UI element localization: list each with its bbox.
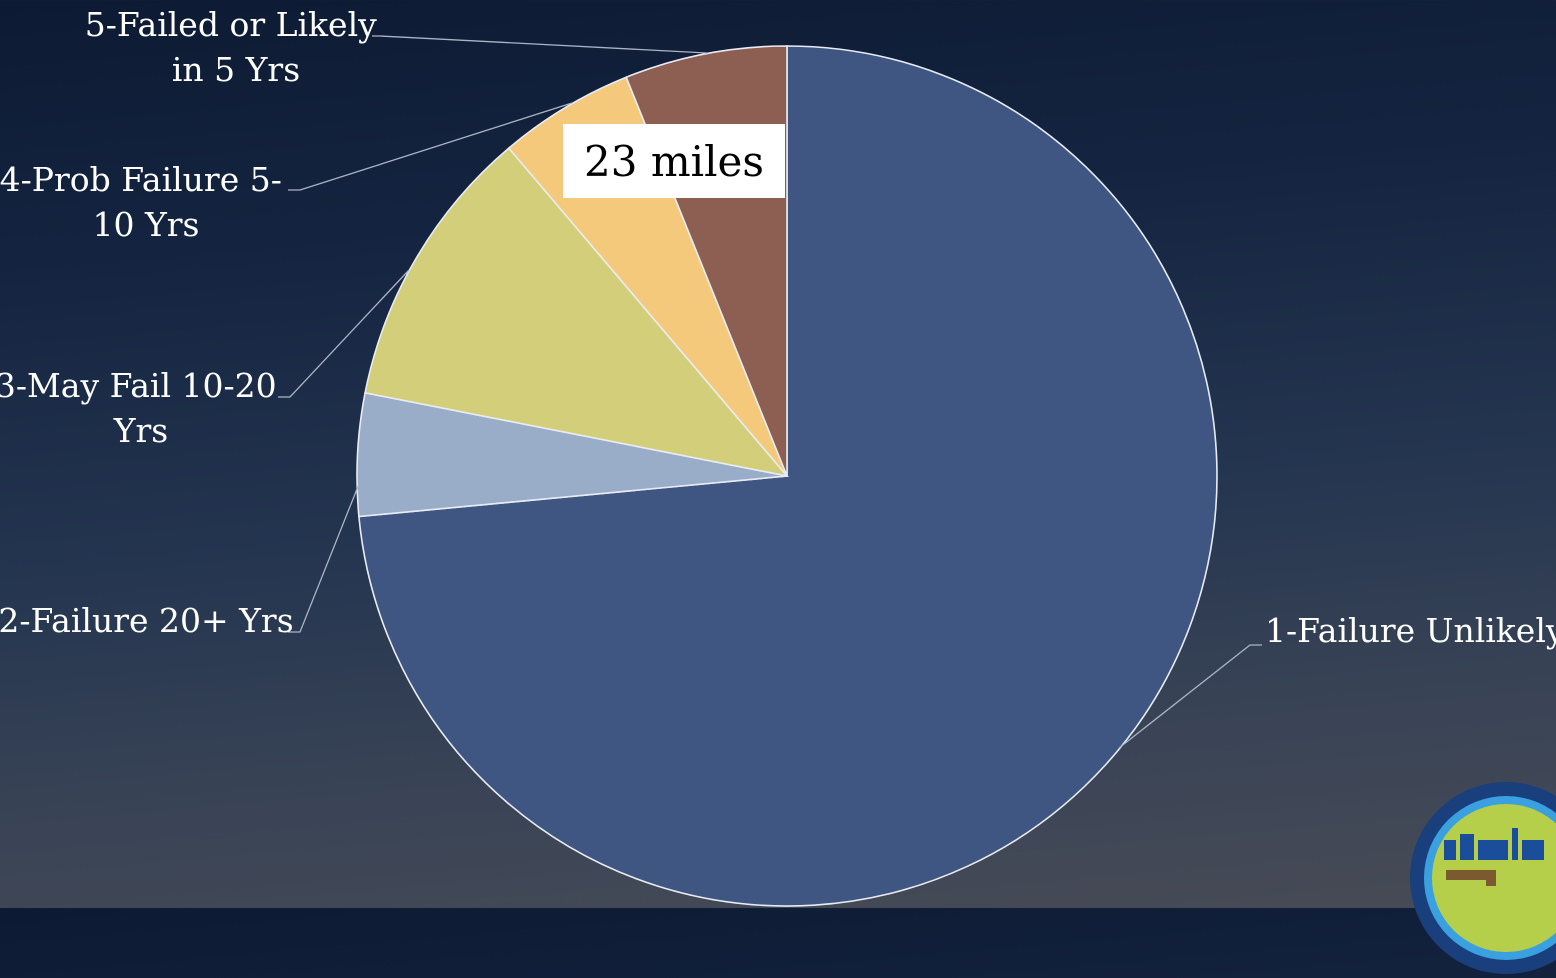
slice-label-failed-or-likely-line1: 5-Failed or Likely	[85, 5, 377, 44]
slice-label-failure-unlikely: 1-Failure Unlikely	[1265, 611, 1556, 650]
slice-label-may-fail-line2: Yrs	[113, 411, 169, 450]
leader-line-5	[372, 35, 708, 54]
slice-label-prob-failure-line2: 10 Yrs	[93, 205, 200, 244]
slice-label-may-fail-line1: 3-May Fail 10-20	[0, 366, 277, 405]
leader-line-3	[278, 269, 410, 398]
slice-label-may-fail: 3-May Fail 10-20 Yrs	[0, 366, 287, 450]
leader-line-1	[1118, 644, 1262, 749]
slice-label-failure-20-plus-line1: 2-Failure 20+ Yrs	[0, 601, 294, 640]
pie-slices	[356, 45, 1218, 907]
leader-line-4	[288, 102, 573, 191]
slice-label-prob-failure-line1: 4-Prob Failure 5-	[0, 160, 282, 199]
slice-label-failed-or-likely-line2: in 5 Yrs	[172, 50, 300, 89]
callout-box: 23 miles	[563, 124, 785, 198]
pie-slice-3	[364, 146, 790, 478]
callout-text: 23 miles	[584, 136, 764, 186]
slice-label-failure-unlikely-line1: 1-Failure Unlikely	[1265, 611, 1556, 650]
leader-line-2	[288, 483, 360, 633]
logo-skyline	[1444, 828, 1544, 860]
logo-pipe	[1446, 870, 1496, 886]
slice-label-prob-failure: 4-Prob Failure 5- 10 Yrs	[0, 160, 292, 244]
slice-label-failure-20-plus: 2-Failure 20+ Yrs	[0, 601, 294, 640]
utility-logo-icon	[1410, 782, 1556, 974]
slice-label-failed-or-likely: 5-Failed or Likely in 5 Yrs	[85, 5, 388, 89]
